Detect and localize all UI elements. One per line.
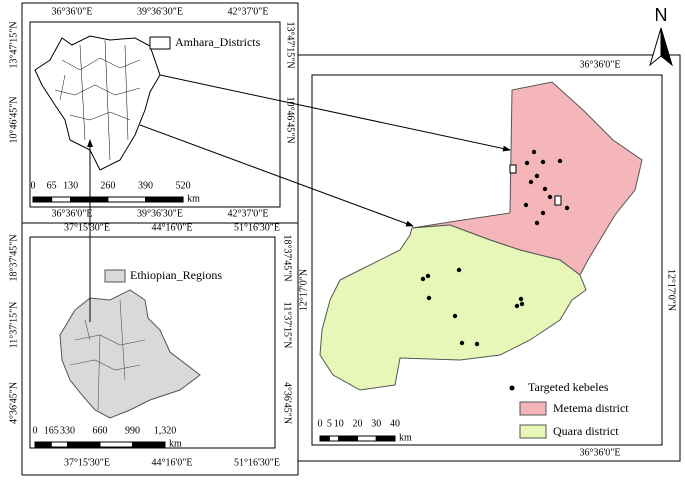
coordinate-label: 51°16'30"E [234, 457, 280, 468]
legend-swatch [149, 36, 171, 50]
scale-label: 65 [47, 180, 57, 191]
coordinate-label: 13°47'15"N [285, 21, 296, 68]
coordinate-label: 36°36'0"E [580, 447, 621, 458]
kebele-points [420, 149, 570, 347]
coordinate-label: 13°47'15"N [8, 21, 19, 68]
scale-segment [132, 441, 166, 448]
scale-segment [34, 441, 52, 448]
main-frame [311, 74, 663, 446]
scale-unit: km [399, 432, 412, 443]
scale-segment [319, 435, 330, 442]
scale-label: 260 [100, 180, 115, 191]
ethiopia-country [59, 289, 201, 419]
amhara-frame [29, 21, 281, 208]
scale-label: 990 [125, 425, 140, 436]
coordinate-label: 18°37'45"N [282, 234, 293, 281]
coordinate-label: 12°17'0"N [298, 269, 309, 311]
scale-segment [328, 435, 340, 442]
legend-label: Metema district [553, 401, 629, 415]
region-boundaries [69, 299, 146, 411]
scale-label: 390 [138, 180, 153, 191]
scale-segment [32, 196, 53, 203]
scale-segment [145, 196, 184, 203]
coordinate-label: 4°36'45"N [8, 382, 19, 424]
legend-swatch [104, 269, 126, 283]
coordinate-label: 44°16'0"E [152, 457, 193, 468]
scale-label: 30 [371, 418, 381, 429]
scale-label: 330 [60, 425, 75, 436]
coordinate-label: 51°16'30"E [234, 222, 280, 233]
scale-label: 520 [176, 180, 191, 191]
scale-label: 0 [31, 180, 36, 191]
scale-label: 660 [93, 425, 108, 436]
legend-label: Quara district [553, 424, 619, 438]
scale-label: 0 [318, 418, 323, 429]
scale-segment [70, 196, 109, 203]
quara-district [319, 224, 587, 391]
scale-segment [67, 441, 101, 448]
link-arrow [159, 74, 511, 152]
legend-swatch [519, 424, 547, 439]
coordinate-label: 11°37'15"N [282, 302, 293, 349]
link-arrow [139, 124, 414, 227]
coordinate-label: 10°46'45"N [285, 96, 296, 143]
scale-label: 1,320 [154, 425, 177, 436]
coordinate-label: 44°16'0"E [152, 222, 193, 233]
scale-label: 5 [327, 418, 332, 429]
district-boundaries [54, 39, 141, 161]
legend-label: Ethiopian_Regions [130, 268, 222, 282]
legend-swatch [519, 401, 547, 416]
scale-segment [357, 435, 377, 442]
main-outer-frame [297, 54, 681, 462]
scale-label: 165 [44, 425, 59, 436]
coordinate-label: 36°36'0"E [52, 6, 93, 17]
coordinate-label: 10°46'45"N [8, 96, 19, 143]
scale-label: 0 [33, 425, 38, 436]
legend-point [509, 385, 515, 391]
scale-unit: km [187, 193, 200, 204]
scale-segment [375, 435, 396, 442]
coordinate-label: 12°17'0"N [666, 269, 677, 311]
coordinate-label: 36°36'0"E [580, 59, 621, 70]
scale-label: 130 [63, 180, 78, 191]
north-label: N [655, 5, 668, 25]
scale-segment [107, 196, 147, 203]
coordinate-label: 36°36'0"E [52, 208, 93, 219]
north-arrow [649, 27, 662, 67]
scale-label: 40 [390, 418, 400, 429]
scale-label: 10 [334, 418, 344, 429]
scale-segment [50, 441, 68, 448]
scale-unit: km [169, 438, 182, 449]
coordinate-label: 37°15'30"E [64, 457, 110, 468]
scale-segment [338, 435, 358, 442]
coordinate-label: 4°36'45"N [282, 382, 293, 424]
ethiopia-frame [29, 236, 276, 449]
enclave [554, 195, 562, 206]
enclave [509, 164, 517, 174]
legend-label: Targeted kebeles [528, 380, 609, 394]
coordinate-label: 42°37'0"E [228, 6, 269, 17]
coordinate-label: 18°37'45"N [8, 234, 19, 281]
scale-label: 20 [353, 418, 363, 429]
amhara-region [34, 35, 161, 171]
north-arrow [660, 27, 673, 67]
coordinate-label: 42°37'0"E [228, 208, 269, 219]
scale-segment [99, 441, 133, 448]
coordinate-label: 11°37'15"N [8, 302, 19, 349]
coordinate-label: 37°15'30"E [64, 222, 110, 233]
coordinate-label: 39°36'30"E [137, 208, 183, 219]
legend-label: Amhara_Districts [175, 35, 261, 49]
coordinate-label: 39°36'30"E [137, 6, 183, 17]
scale-segment [51, 196, 72, 203]
